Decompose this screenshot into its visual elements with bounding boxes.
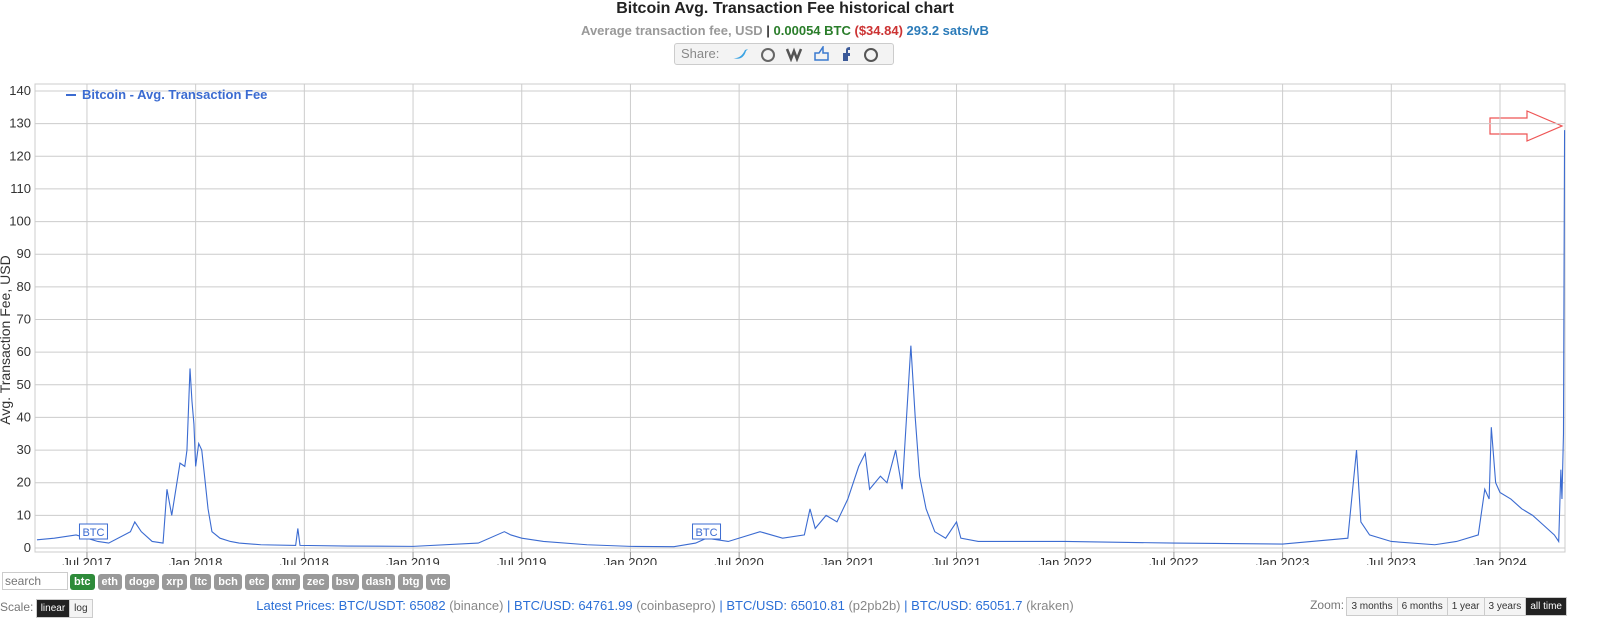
- coin-button[interactable]: etc: [244, 574, 269, 590]
- zoom-button[interactable]: 6 months: [1396, 597, 1448, 616]
- x-tick-label: Jan 2020: [604, 555, 658, 565]
- data-line: [36, 130, 1566, 548]
- x-tick-label: Jan 2023: [1256, 555, 1310, 565]
- y-tick-label: 80: [17, 279, 31, 294]
- coin-button[interactable]: zec: [302, 574, 329, 590]
- fee-sats: 293.2 sats/vB: [906, 23, 989, 38]
- legend-label: Bitcoin - Avg. Transaction Fee: [82, 87, 267, 102]
- coin-button[interactable]: dash: [361, 574, 396, 590]
- coin-button[interactable]: bch: [214, 574, 242, 590]
- zoom-button[interactable]: 3 years: [1483, 597, 1527, 616]
- share-label: Share:: [681, 46, 720, 61]
- flag: [78, 523, 108, 540]
- subtitle: Average transaction fee, USD | 0.00054 B…: [0, 23, 1570, 38]
- y-axis-label: Avg. Transaction Fee, USD: [0, 255, 13, 424]
- share-icons[interactable]: [731, 46, 891, 62]
- prices-label: Latest Prices:: [256, 598, 336, 613]
- zoom-button[interactable]: 1 year: [1446, 597, 1485, 616]
- scale-bar: Scale: linear log: [0, 599, 93, 618]
- y-tick-label: 130: [9, 116, 31, 131]
- x-tick-label: Jan 2018: [169, 555, 223, 565]
- scale-button[interactable]: log: [69, 599, 93, 618]
- x-tick-label: Jul 2019: [497, 555, 546, 565]
- coin-buttons: btc eth doge xrp ltc bch etc xmr zec bsv dash btg vt…: [70, 572, 453, 590]
- x-tick-label: Jul 2022: [1149, 555, 1198, 565]
- y-tick-label: 100: [9, 214, 31, 229]
- y-tick-label: 120: [9, 148, 31, 163]
- coin-button[interactable]: vtc: [426, 574, 451, 590]
- latest-prices: Latest Prices: BTC/USDT: 65082 (binance)…: [0, 598, 1330, 613]
- coin-button[interactable]: btc: [70, 574, 95, 590]
- search-input[interactable]: [2, 572, 68, 590]
- y-tick-label: 110: [10, 181, 31, 196]
- y-tick-label: 50: [17, 377, 31, 392]
- share-bar: Share:: [674, 43, 894, 65]
- coin-button[interactable]: xrp: [162, 574, 188, 590]
- x-tick-label: Jul 2023: [1367, 555, 1416, 565]
- y-tick-label: 20: [17, 475, 31, 490]
- title: Bitcoin Avg. Transaction Fee historical …: [616, 0, 954, 17]
- y-tick-label: 140: [9, 83, 31, 98]
- separator: |: [904, 598, 908, 613]
- scale-label: Scale:: [0, 600, 34, 614]
- price-pair: BTC/USD: 64761.99: [514, 598, 633, 613]
- separator: |: [766, 23, 770, 38]
- y-tick-label: 90: [17, 246, 31, 261]
- zoom-button[interactable]: 3 months: [1346, 597, 1398, 616]
- price-pair: BTC/USDT: 65082: [338, 598, 446, 613]
- x-tick-label: Jul 2017: [62, 555, 111, 565]
- fee-btc: 0.00054 BTC: [773, 23, 851, 38]
- coin-button[interactable]: btg: [398, 574, 424, 590]
- zoom-button[interactable]: all time: [1525, 597, 1567, 616]
- coin-button[interactable]: xmr: [271, 574, 300, 590]
- zoom-bar: Zoom: 3 months 6 months 1 year 3 years all t…: [1310, 597, 1567, 616]
- y-tick-label: 0: [24, 540, 31, 555]
- flag: [692, 523, 722, 540]
- price-pair: BTC/USD: 65010.81: [726, 598, 845, 613]
- y-tick-label: 60: [17, 344, 31, 359]
- zoom-label: Zoom:: [1310, 598, 1345, 612]
- fee-usd: ($34.84): [854, 23, 903, 38]
- x-tick-label: Jul 2021: [932, 555, 981, 565]
- x-tick-label: Jul 2018: [280, 555, 329, 565]
- coin-button[interactable]: eth: [97, 574, 122, 590]
- separator: |: [719, 598, 723, 613]
- x-tick-label: Jan 2022: [1038, 555, 1092, 565]
- price-source: (p2pb2b): [848, 598, 901, 613]
- price-source: (coinbasepro): [636, 598, 716, 613]
- x-tick-label: Jan 2024: [1473, 555, 1527, 565]
- flag-label: BTC: [82, 527, 104, 539]
- x-tick-label: Jan 2021: [821, 555, 875, 565]
- price-source: (kraken): [1026, 598, 1074, 613]
- y-tick-label: 30: [17, 442, 31, 457]
- price-source: (binance): [449, 598, 504, 613]
- x-tick-label: Jan 2019: [386, 555, 440, 565]
- chart: Avg. Transaction Fee, USD 0 10 20 30 40 50 60 7…: [0, 83, 1566, 565]
- plot-frame: [34, 83, 1566, 553]
- coin-button[interactable]: ltc: [190, 574, 212, 590]
- price-pair: BTC/USD: 65051.7: [911, 598, 1023, 613]
- flag-label: BTC: [696, 527, 718, 539]
- y-tick-label: 10: [17, 507, 31, 522]
- y-tick-label: 40: [17, 409, 31, 424]
- coin-button[interactable]: bsv: [331, 574, 359, 590]
- subtitle-text: Average transaction fee, USD: [581, 23, 763, 38]
- arrow: [1489, 110, 1564, 142]
- coin-button[interactable]: doge: [125, 574, 160, 590]
- separator: |: [507, 598, 511, 613]
- y-tick-label: 70: [17, 312, 31, 327]
- x-tick-label: Jul 2020: [715, 555, 764, 565]
